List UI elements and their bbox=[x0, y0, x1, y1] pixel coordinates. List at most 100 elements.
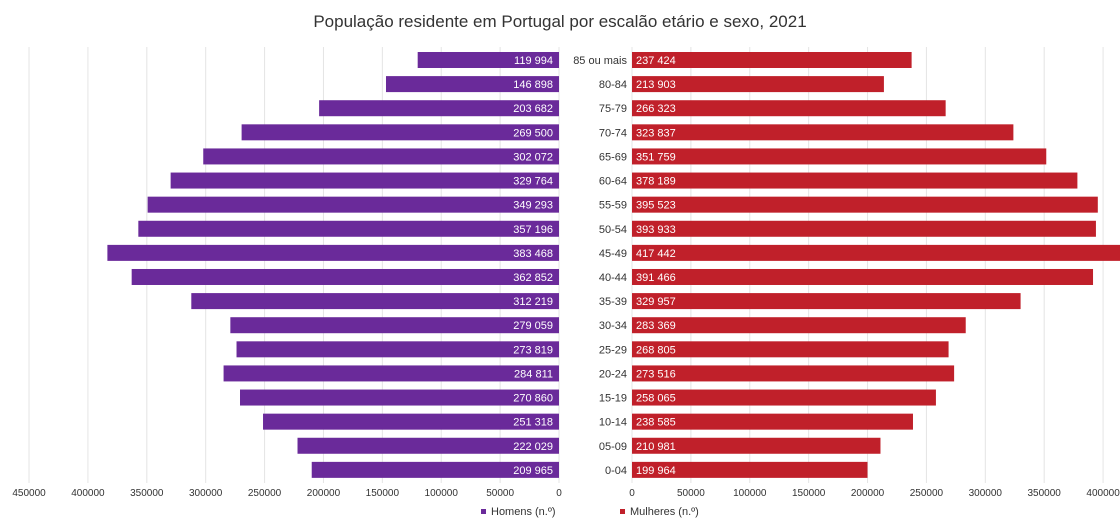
data-label-men: 270 860 bbox=[513, 393, 553, 405]
bar-women bbox=[632, 461, 868, 478]
data-label-women: 378 189 bbox=[636, 176, 676, 188]
x-tick-right: 350000 bbox=[1028, 488, 1062, 499]
age-group-label: 05-09 bbox=[599, 441, 627, 453]
bar-men bbox=[297, 437, 559, 454]
age-group-label: 50-54 bbox=[599, 224, 627, 236]
age-group-labels: 85 ou mais 80-84 75-79 70-74 65-69 60-64 55-59… bbox=[573, 55, 627, 477]
data-labels: 119 994 237 424 146 898 213 903 203 682 266 3… bbox=[513, 55, 676, 477]
x-tick-right: 300000 bbox=[969, 488, 1003, 499]
bar-men bbox=[263, 413, 559, 430]
age-group-label: 35-39 bbox=[599, 296, 627, 308]
bar-men bbox=[170, 172, 559, 189]
bar-women bbox=[632, 52, 912, 68]
data-label-men: 146 898 bbox=[513, 79, 553, 91]
bar-women bbox=[632, 413, 913, 430]
age-group-label: 10-14 bbox=[599, 417, 627, 429]
age-group-label: 40-44 bbox=[599, 272, 627, 284]
bar-men bbox=[230, 317, 559, 334]
legend-marker-men bbox=[481, 509, 486, 514]
bar-women bbox=[632, 76, 884, 93]
data-label-men: 349 293 bbox=[513, 200, 553, 212]
data-label-men: 362 852 bbox=[513, 272, 553, 284]
bar-women bbox=[632, 244, 1120, 261]
bar-women bbox=[632, 124, 1014, 141]
x-tick-right: 50000 bbox=[677, 488, 705, 499]
bars bbox=[107, 52, 1120, 478]
x-tick-right: 400000 bbox=[1086, 488, 1120, 499]
data-label-men: 302 072 bbox=[513, 151, 553, 163]
data-label-men: 203 682 bbox=[513, 103, 553, 115]
bar-men bbox=[223, 365, 560, 382]
data-label-men: 119 994 bbox=[514, 55, 553, 67]
data-label-women: 199 964 bbox=[636, 465, 676, 477]
bar-men bbox=[236, 341, 559, 358]
bar-men bbox=[138, 220, 560, 237]
data-label-women: 391 466 bbox=[636, 272, 676, 284]
x-tick-left: 300000 bbox=[189, 488, 223, 499]
legend-label-men: Homens (n.º) bbox=[491, 506, 556, 518]
data-label-women: 210 981 bbox=[636, 441, 676, 453]
bar-women bbox=[632, 437, 881, 454]
data-label-women: 323 837 bbox=[636, 127, 676, 139]
bar-women bbox=[632, 172, 1078, 189]
data-label-men: 251 318 bbox=[513, 417, 553, 429]
data-label-women: 329 957 bbox=[636, 296, 676, 308]
bar-women bbox=[632, 268, 1094, 285]
data-label-men: 329 764 bbox=[513, 176, 553, 188]
data-label-men: 357 196 bbox=[513, 224, 553, 236]
bar-men bbox=[417, 52, 559, 68]
data-label-women: 268 805 bbox=[636, 344, 676, 356]
bar-women bbox=[632, 293, 1021, 310]
bar-men bbox=[319, 100, 559, 117]
age-group-label: 65-69 bbox=[599, 151, 627, 163]
data-label-men: 284 811 bbox=[514, 368, 553, 380]
age-group-label: 20-24 bbox=[599, 368, 627, 380]
age-group-label: 15-19 bbox=[599, 393, 627, 405]
age-group-label: 80-84 bbox=[599, 79, 627, 91]
data-label-women: 238 585 bbox=[636, 417, 676, 429]
axis-ticks: 450000 400000 350000 300000 250000 200000 1500… bbox=[12, 488, 1120, 499]
data-label-women: 213 903 bbox=[636, 79, 676, 91]
age-group-label: 45-49 bbox=[599, 248, 627, 260]
x-tick-left: 350000 bbox=[130, 488, 164, 499]
data-label-women: 273 516 bbox=[636, 368, 676, 380]
x-tick-left: 200000 bbox=[307, 488, 341, 499]
bar-women bbox=[632, 317, 966, 334]
data-label-women: 395 523 bbox=[636, 200, 676, 212]
age-group-label: 25-29 bbox=[599, 344, 627, 356]
data-label-men: 222 029 bbox=[513, 441, 553, 453]
legend: Homens (n.º) Mulheres (n.º) bbox=[481, 506, 699, 518]
data-label-men: 269 500 bbox=[513, 127, 553, 139]
bar-women bbox=[632, 148, 1047, 165]
bar-men bbox=[147, 196, 559, 213]
x-tick-left: 100000 bbox=[425, 488, 459, 499]
age-group-label: 75-79 bbox=[599, 103, 627, 115]
age-group-label: 55-59 bbox=[599, 200, 627, 212]
bar-men bbox=[191, 293, 559, 310]
x-tick-right: 200000 bbox=[851, 488, 885, 499]
x-tick-left: 400000 bbox=[71, 488, 105, 499]
bar-women bbox=[632, 196, 1098, 213]
age-group-label: 85 ou mais bbox=[573, 55, 627, 67]
bar-men bbox=[203, 148, 559, 165]
chart-title: População residente em Portugal por esca… bbox=[313, 12, 806, 31]
gridlines bbox=[28, 47, 1104, 483]
bar-men bbox=[311, 461, 559, 478]
bar-men bbox=[107, 244, 559, 261]
data-label-men: 279 059 bbox=[513, 320, 553, 332]
x-tick-left: 250000 bbox=[248, 488, 282, 499]
legend-marker-women bbox=[620, 509, 625, 514]
data-label-women: 351 759 bbox=[636, 151, 676, 163]
age-group-label: 60-64 bbox=[599, 176, 627, 188]
data-label-women: 417 442 bbox=[636, 248, 676, 260]
age-group-label: 70-74 bbox=[599, 127, 627, 139]
x-tick-left: 150000 bbox=[366, 488, 400, 499]
x-tick-left: 50000 bbox=[486, 488, 514, 499]
bar-women bbox=[632, 100, 946, 117]
data-label-men: 273 819 bbox=[513, 344, 553, 356]
bar-women bbox=[632, 365, 955, 382]
x-tick-right: 0 bbox=[629, 488, 635, 499]
legend-label-women: Mulheres (n.º) bbox=[630, 506, 699, 518]
